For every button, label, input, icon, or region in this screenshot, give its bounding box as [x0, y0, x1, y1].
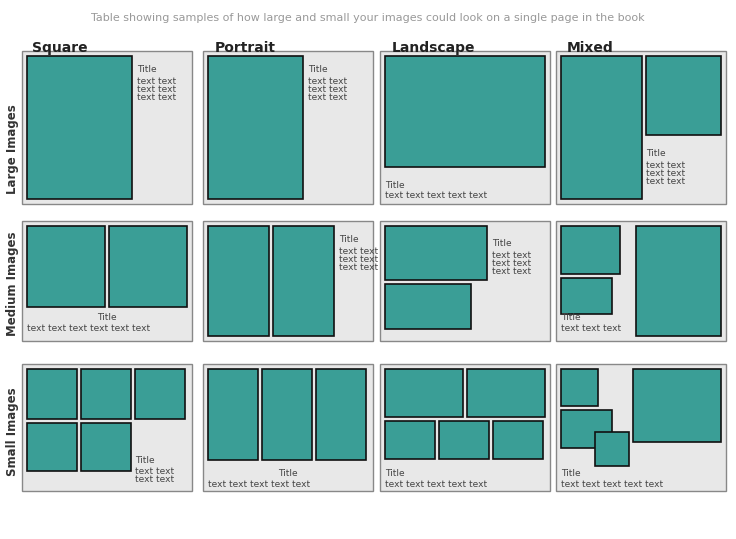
Text: Title: Title: [137, 65, 157, 74]
Bar: [646, 56, 721, 135]
Text: text text: text text: [339, 255, 378, 264]
Text: text text text text text: text text text text text: [208, 480, 310, 489]
Bar: [385, 369, 463, 417]
Bar: [208, 369, 258, 460]
Text: text text: text text: [308, 85, 347, 94]
Bar: [467, 369, 545, 417]
Text: text text: text text: [492, 259, 531, 268]
Bar: [561, 369, 598, 406]
Bar: [633, 369, 721, 442]
Text: Title: Title: [561, 469, 581, 478]
Bar: [203, 51, 373, 204]
Text: text text: text text: [137, 93, 176, 102]
Text: text text text: text text text: [561, 324, 621, 333]
Text: text text text text text: text text text text text: [385, 480, 487, 489]
Bar: [81, 423, 131, 471]
Bar: [203, 364, 373, 491]
Text: Table showing samples of how large and small your images could look on a single : Table showing samples of how large and s…: [91, 13, 645, 23]
Bar: [561, 226, 620, 274]
Text: Title: Title: [97, 313, 117, 322]
Text: text text: text text: [646, 161, 685, 170]
Bar: [561, 56, 642, 199]
Bar: [595, 432, 629, 466]
Text: text text: text text: [646, 177, 685, 186]
Bar: [636, 226, 721, 336]
Bar: [556, 364, 726, 491]
Bar: [561, 410, 612, 448]
Text: Mixed: Mixed: [567, 41, 614, 55]
Text: Title: Title: [278, 469, 298, 478]
Bar: [22, 221, 192, 341]
Text: Title: Title: [339, 235, 358, 244]
Bar: [380, 221, 550, 341]
Text: Portrait: Portrait: [215, 41, 276, 55]
Bar: [262, 369, 312, 460]
Text: Title: Title: [492, 239, 512, 248]
Bar: [22, 364, 192, 491]
Text: text text: text text: [135, 475, 174, 484]
Text: Square: Square: [32, 41, 88, 55]
Text: text text: text text: [646, 169, 685, 178]
Bar: [135, 369, 185, 419]
Text: Title: Title: [385, 181, 405, 190]
Text: Medium Images: Medium Images: [7, 232, 19, 336]
Text: Large Images: Large Images: [7, 104, 19, 194]
Text: text text: text text: [492, 267, 531, 276]
Text: Title: Title: [561, 313, 581, 322]
Bar: [27, 56, 132, 199]
Bar: [208, 56, 303, 199]
Bar: [109, 226, 187, 307]
Text: text text: text text: [135, 467, 174, 476]
Bar: [556, 51, 726, 204]
Bar: [208, 226, 269, 336]
Text: text text: text text: [492, 251, 531, 260]
Bar: [385, 421, 435, 459]
Text: text text: text text: [339, 247, 378, 256]
Bar: [380, 364, 550, 491]
Bar: [27, 423, 77, 471]
Text: text text: text text: [308, 93, 347, 102]
Bar: [22, 51, 192, 204]
Text: Title: Title: [308, 65, 328, 74]
Bar: [273, 226, 334, 336]
Bar: [439, 421, 489, 459]
Bar: [556, 221, 726, 341]
Text: text text: text text: [339, 263, 378, 272]
Text: text text: text text: [137, 85, 176, 94]
Text: text text text text text text: text text text text text text: [27, 324, 150, 333]
Bar: [561, 278, 612, 314]
Bar: [385, 284, 471, 329]
Text: Title: Title: [646, 149, 665, 158]
Bar: [27, 369, 77, 419]
Bar: [81, 369, 131, 419]
Bar: [385, 56, 545, 167]
Text: text text: text text: [137, 77, 176, 86]
Text: Landscape: Landscape: [392, 41, 475, 55]
Text: Small Images: Small Images: [7, 388, 19, 476]
Text: text text: text text: [308, 77, 347, 86]
Bar: [493, 421, 543, 459]
Bar: [385, 226, 487, 280]
Bar: [380, 51, 550, 204]
Text: Title: Title: [135, 456, 155, 465]
Bar: [316, 369, 366, 460]
Text: text text text text text: text text text text text: [561, 480, 663, 489]
Text: text text text text text: text text text text text: [385, 191, 487, 200]
Bar: [27, 226, 105, 307]
Bar: [203, 221, 373, 341]
Text: Title: Title: [385, 469, 405, 478]
